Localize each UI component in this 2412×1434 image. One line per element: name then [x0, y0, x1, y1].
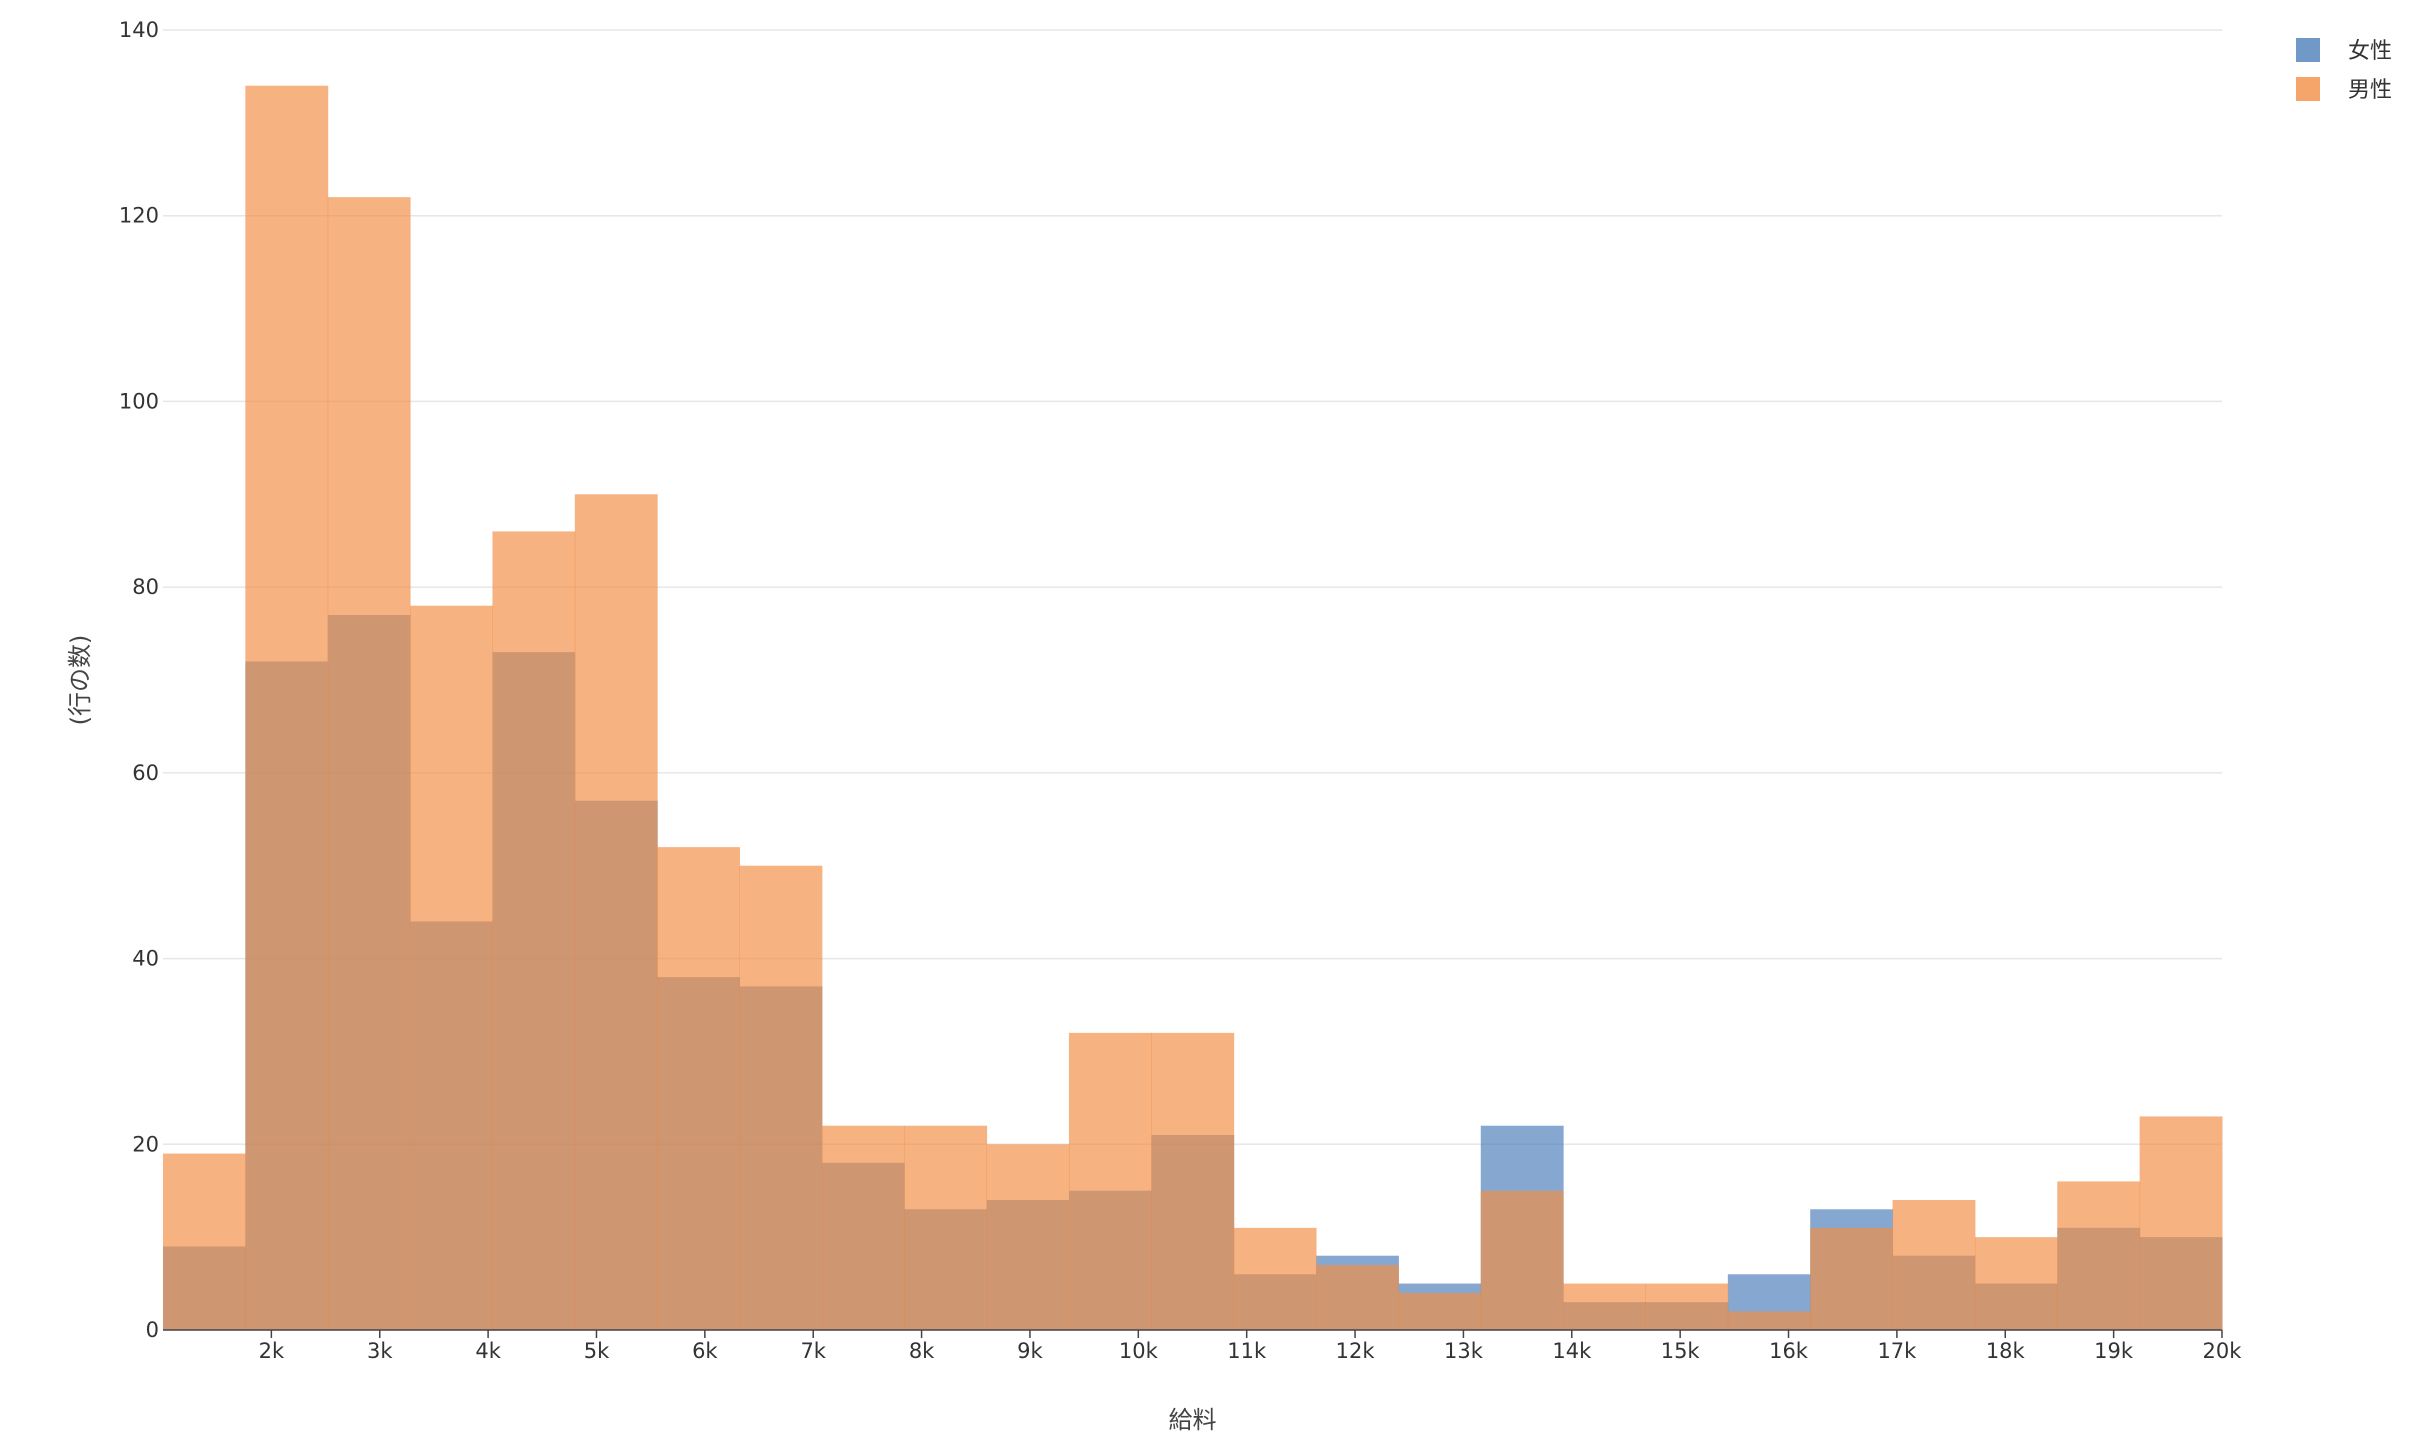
y-axis-title: (行の数)	[66, 635, 94, 726]
histogram-bar	[1398, 1292, 1482, 1330]
histogram-bar	[492, 531, 576, 1330]
histogram-bar	[574, 494, 658, 1330]
histogram-bar	[1233, 1227, 1317, 1330]
x-axis-title: 給料	[1169, 1406, 1217, 1434]
histogram-bar	[245, 85, 329, 1331]
y-tick-label: 140	[119, 18, 159, 42]
y-tick-label: 20	[132, 1132, 159, 1156]
x-tick-label: 13k	[1444, 1339, 1484, 1363]
x-tick-label: 9k	[1017, 1339, 1043, 1363]
x-axis-ticks: 2k 3k 4k 5k 6k 7k 8k 9k 10k 11k 12k 13k 14k 15k 16k 17k…	[163, 1329, 2243, 1363]
histogram-bar	[1810, 1227, 1894, 1330]
histogram-bar	[1068, 1032, 1152, 1330]
x-tick-label: 6k	[692, 1339, 718, 1363]
histogram-bar	[739, 865, 823, 1330]
x-tick-label: 4k	[475, 1339, 501, 1363]
x-tick-label: 15k	[1661, 1339, 1701, 1363]
series-male-bars	[163, 85, 2223, 1331]
histogram-bar	[1645, 1283, 1729, 1330]
histogram-bar	[1727, 1311, 1811, 1330]
histogram-bar	[1480, 1190, 1564, 1330]
x-tick-label: 10k	[1119, 1339, 1159, 1363]
x-tick-label: 11k	[1227, 1339, 1267, 1363]
y-tick-label: 0	[146, 1318, 159, 1342]
legend-swatch	[2296, 77, 2320, 101]
legend-swatch	[2296, 38, 2320, 62]
x-tick-label: 12k	[1336, 1339, 1376, 1363]
y-tick-label: 120	[119, 204, 159, 228]
x-tick-label: 16k	[1769, 1339, 1809, 1363]
histogram-bar	[2139, 1116, 2223, 1330]
histogram-bar	[1563, 1283, 1646, 1330]
histogram-bar	[986, 1144, 1070, 1330]
x-tick-label: 18k	[1986, 1339, 2026, 1363]
y-tick-label: 80	[132, 575, 159, 599]
y-tick-label: 100	[119, 389, 159, 413]
legend-label: 女性	[2348, 39, 2392, 64]
histogram-bar	[1974, 1237, 2058, 1330]
histogram-bar	[2057, 1181, 2141, 1330]
x-tick-label: 3k	[367, 1339, 393, 1363]
histogram-bar	[1892, 1200, 1976, 1330]
y-tick-label: 40	[132, 947, 159, 971]
y-axis-ticks: 0 20 40 60 80 100 120 140	[119, 18, 159, 1342]
histogram-bar	[163, 1153, 246, 1330]
histogram-bar	[821, 1125, 905, 1330]
histogram-bar	[1151, 1032, 1235, 1330]
x-tick-label: 8k	[909, 1339, 935, 1363]
x-tick-label: 17k	[1877, 1339, 1917, 1363]
histogram-bar	[657, 847, 741, 1330]
histogram-bar	[1316, 1265, 1399, 1330]
histogram-bar	[904, 1125, 988, 1330]
histogram-bar	[327, 197, 411, 1331]
x-tick-label: 20k	[2203, 1339, 2243, 1363]
x-tick-label: 19k	[2094, 1339, 2134, 1363]
x-tick-label: 5k	[584, 1339, 610, 1363]
x-tick-label: 14k	[1552, 1339, 1592, 1363]
x-tick-label: 7k	[800, 1339, 826, 1363]
histogram-bar	[410, 605, 493, 1330]
y-tick-label: 60	[132, 761, 159, 785]
x-tick-label: 2k	[259, 1339, 285, 1363]
legend-label: 男性	[2348, 78, 2392, 103]
